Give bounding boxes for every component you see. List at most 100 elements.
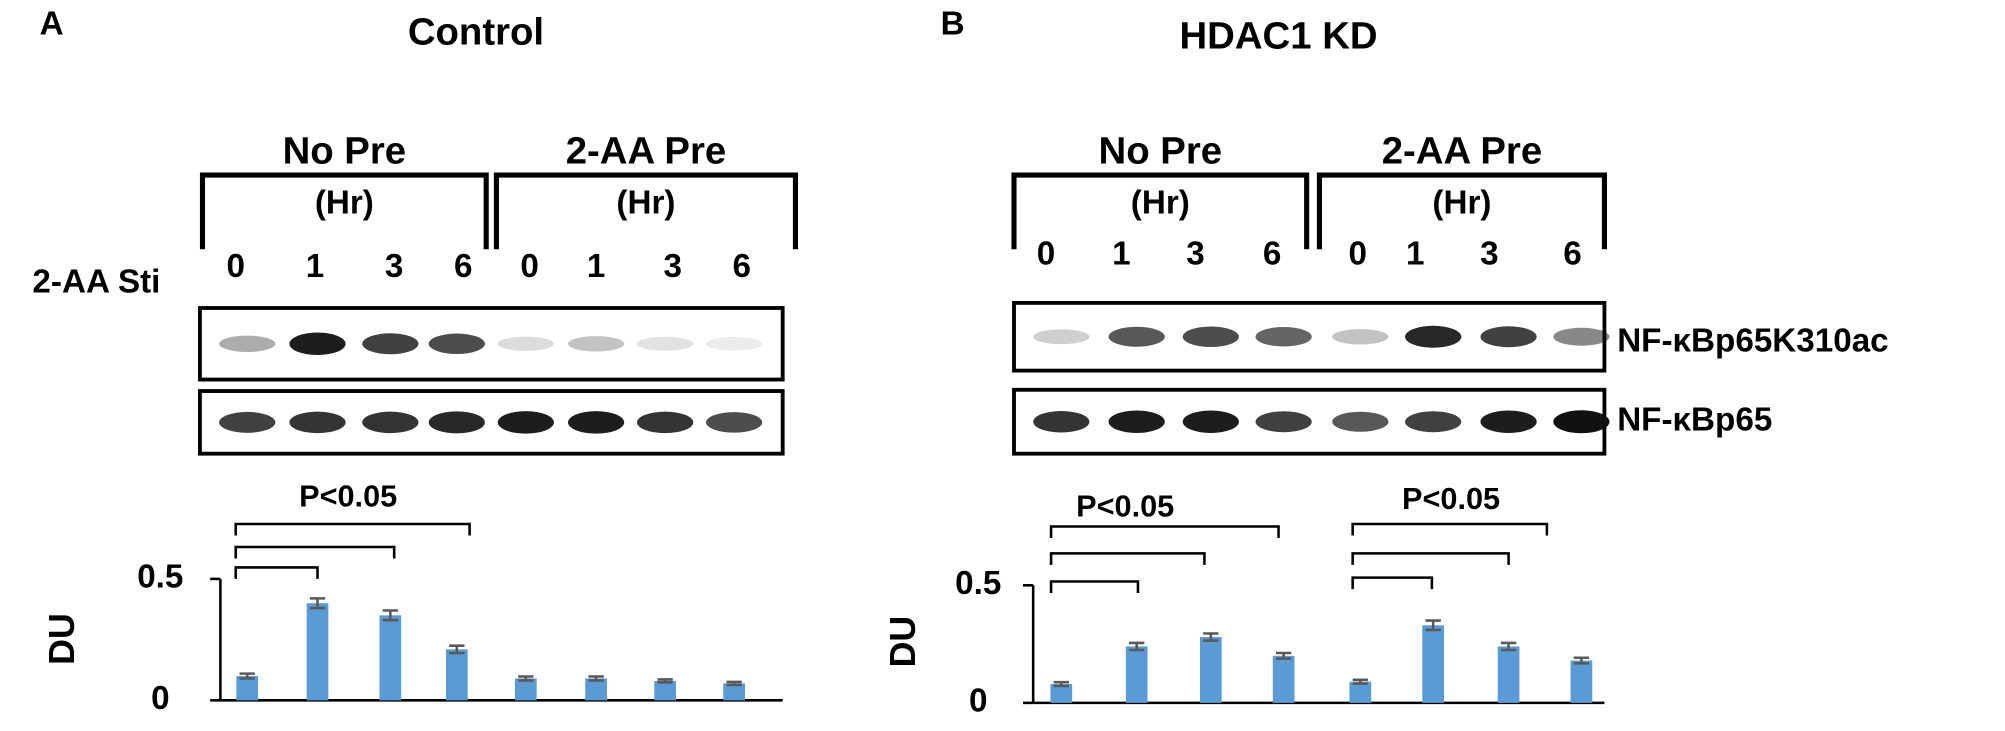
blot-band	[362, 333, 419, 355]
significance-bracket	[1049, 580, 1140, 593]
blot-band	[1255, 327, 1312, 347]
lane-label: 1	[587, 248, 605, 285]
blot-band	[1480, 326, 1537, 348]
blot-band	[1553, 327, 1610, 346]
blot-band	[1255, 411, 1312, 433]
y-axis-label: DU	[42, 613, 82, 665]
error-bar	[1129, 641, 1145, 652]
significance-bracket	[1351, 576, 1434, 590]
lane-label: 0	[520, 248, 538, 285]
error-bar	[518, 675, 534, 682]
blot-band	[567, 411, 625, 434]
lane-label: 6	[1563, 235, 1581, 272]
lane-label: 6	[733, 248, 751, 285]
bar	[1570, 660, 1593, 703]
bar	[306, 603, 329, 701]
significance-bracket	[1049, 552, 1206, 565]
bar	[514, 678, 537, 701]
blot-band	[637, 411, 694, 434]
blot-band	[362, 411, 419, 434]
significance-bracket	[1351, 522, 1549, 536]
y-tick-label: 0	[151, 680, 169, 717]
bar	[723, 683, 745, 701]
group-bracket	[199, 172, 489, 250]
significance-bracket	[234, 522, 471, 536]
error-bar	[449, 644, 465, 655]
blot-band	[1553, 410, 1610, 434]
panel-label: B	[941, 5, 965, 42]
unit-label: (Hr)	[315, 184, 374, 221]
lane-label: 3	[385, 248, 403, 285]
blot-band	[1405, 411, 1462, 433]
error-bar	[726, 680, 742, 687]
blot-band	[1332, 329, 1389, 345]
blot-band	[1405, 325, 1462, 348]
bar	[1199, 637, 1222, 703]
blot-band	[1182, 326, 1239, 347]
bar	[445, 649, 468, 701]
group-label: No Pre	[1099, 129, 1223, 172]
blot-band	[289, 411, 346, 434]
significance-bracket	[234, 545, 396, 559]
lane-label: 0	[226, 248, 244, 285]
significance-label: P<0.05	[1076, 490, 1174, 524]
group-label: No Pre	[283, 129, 407, 172]
panel-label: A	[40, 5, 64, 42]
unit-label: (Hr)	[616, 184, 675, 221]
error-bar	[657, 678, 673, 684]
lane-label: 1	[1112, 235, 1130, 272]
blot-band	[1033, 410, 1090, 433]
bar	[1422, 625, 1445, 703]
y-axis-label: DU	[883, 616, 923, 668]
blot-band	[1182, 410, 1239, 433]
lane-label: 0	[1037, 235, 1055, 272]
error-bar	[1203, 632, 1219, 642]
blot-band	[1332, 411, 1389, 432]
blot-band	[428, 411, 485, 434]
lane-label: 6	[454, 248, 472, 285]
group-bracket	[1316, 172, 1607, 250]
significance-label: P<0.05	[299, 480, 397, 514]
blot-frame	[198, 306, 785, 382]
lane-label: 1	[1406, 235, 1424, 272]
blot-band	[219, 335, 276, 352]
significance-bracket	[1351, 552, 1510, 565]
blot-band	[1108, 410, 1165, 433]
significance-bracket	[1049, 525, 1280, 539]
error-bar	[239, 672, 255, 680]
bar	[1272, 655, 1295, 703]
group-bracket	[1011, 172, 1310, 250]
bar	[654, 680, 676, 701]
lane-label: 3	[664, 248, 682, 285]
bar	[236, 676, 259, 701]
blot-band	[567, 336, 625, 352]
group-bracket	[493, 172, 799, 250]
y-tick-label: 0.5	[137, 559, 183, 596]
blot-band	[706, 336, 763, 351]
lane-label: 3	[1186, 235, 1204, 272]
error-bar	[1275, 651, 1292, 660]
error-bar	[588, 675, 604, 682]
error-bar	[382, 609, 399, 622]
blot-band	[706, 412, 763, 433]
chart-title: HDAC1 KD	[1180, 14, 1378, 57]
blot-band	[497, 411, 554, 434]
blot-band	[497, 336, 554, 351]
bar	[1497, 646, 1520, 703]
blot-band	[1033, 329, 1090, 345]
error-bar	[309, 597, 326, 610]
blot-band	[637, 336, 694, 351]
error-bar	[1500, 641, 1517, 652]
significance-label: P<0.05	[1402, 482, 1500, 516]
significance-bracket	[234, 566, 319, 579]
blot-band	[1480, 410, 1537, 433]
blot-band	[1108, 326, 1165, 347]
group-label: 2-AA Pre	[566, 129, 726, 172]
group-label: 2-AA Pre	[1382, 129, 1542, 172]
unit-label: (Hr)	[1432, 184, 1491, 221]
bar	[585, 678, 607, 701]
bar	[1125, 646, 1148, 703]
bar	[1050, 684, 1073, 703]
error-bar	[1573, 656, 1590, 665]
